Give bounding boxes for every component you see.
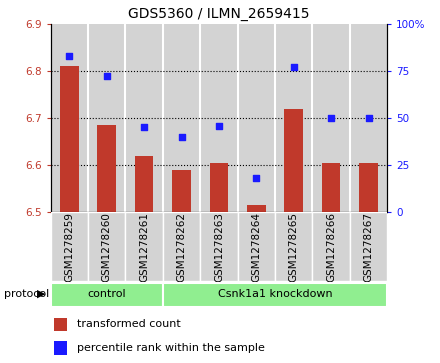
- Bar: [60, 66, 79, 212]
- Bar: [247, 205, 266, 212]
- Text: GSM1278262: GSM1278262: [176, 212, 187, 282]
- FancyBboxPatch shape: [125, 212, 163, 281]
- Point: [365, 115, 372, 121]
- Text: protocol: protocol: [4, 289, 50, 299]
- Text: GSM1278259: GSM1278259: [64, 212, 74, 282]
- Bar: [163, 24, 200, 212]
- Point: [290, 64, 297, 70]
- Bar: [209, 163, 228, 212]
- Bar: [350, 24, 387, 212]
- Text: GSM1278263: GSM1278263: [214, 212, 224, 282]
- Text: GSM1278267: GSM1278267: [363, 212, 374, 282]
- Text: percentile rank within the sample: percentile rank within the sample: [77, 343, 265, 353]
- Bar: [54, 318, 67, 331]
- Bar: [172, 170, 191, 212]
- FancyBboxPatch shape: [51, 283, 163, 307]
- Point: [178, 134, 185, 140]
- FancyBboxPatch shape: [88, 212, 125, 281]
- FancyBboxPatch shape: [312, 212, 350, 281]
- Text: GSM1278260: GSM1278260: [102, 212, 112, 282]
- Bar: [275, 24, 312, 212]
- Bar: [125, 24, 163, 212]
- Text: GSM1278261: GSM1278261: [139, 212, 149, 282]
- Point: [327, 115, 335, 121]
- Bar: [284, 109, 303, 212]
- Bar: [322, 163, 341, 212]
- FancyBboxPatch shape: [350, 212, 387, 281]
- Text: GSM1278264: GSM1278264: [251, 212, 261, 282]
- FancyBboxPatch shape: [275, 212, 312, 281]
- FancyBboxPatch shape: [200, 212, 238, 281]
- Title: GDS5360 / ILMN_2659415: GDS5360 / ILMN_2659415: [128, 7, 310, 21]
- Bar: [312, 24, 350, 212]
- Text: Csnk1a1 knockdown: Csnk1a1 knockdown: [218, 289, 332, 299]
- Bar: [238, 24, 275, 212]
- Text: ▶: ▶: [37, 289, 46, 299]
- FancyBboxPatch shape: [163, 212, 200, 281]
- Bar: [88, 24, 125, 212]
- Bar: [359, 163, 378, 212]
- Bar: [135, 156, 154, 212]
- Point: [253, 175, 260, 181]
- Point: [66, 53, 73, 58]
- Text: control: control: [88, 289, 126, 299]
- Bar: [54, 342, 67, 355]
- Bar: [200, 24, 238, 212]
- Point: [141, 125, 148, 130]
- Bar: [51, 24, 88, 212]
- FancyBboxPatch shape: [238, 212, 275, 281]
- Text: GSM1278266: GSM1278266: [326, 212, 336, 282]
- Point: [216, 123, 223, 129]
- Text: GSM1278265: GSM1278265: [289, 212, 299, 282]
- Bar: [97, 125, 116, 212]
- Text: transformed count: transformed count: [77, 319, 181, 330]
- FancyBboxPatch shape: [51, 212, 88, 281]
- FancyBboxPatch shape: [163, 283, 387, 307]
- Point: [103, 74, 110, 79]
